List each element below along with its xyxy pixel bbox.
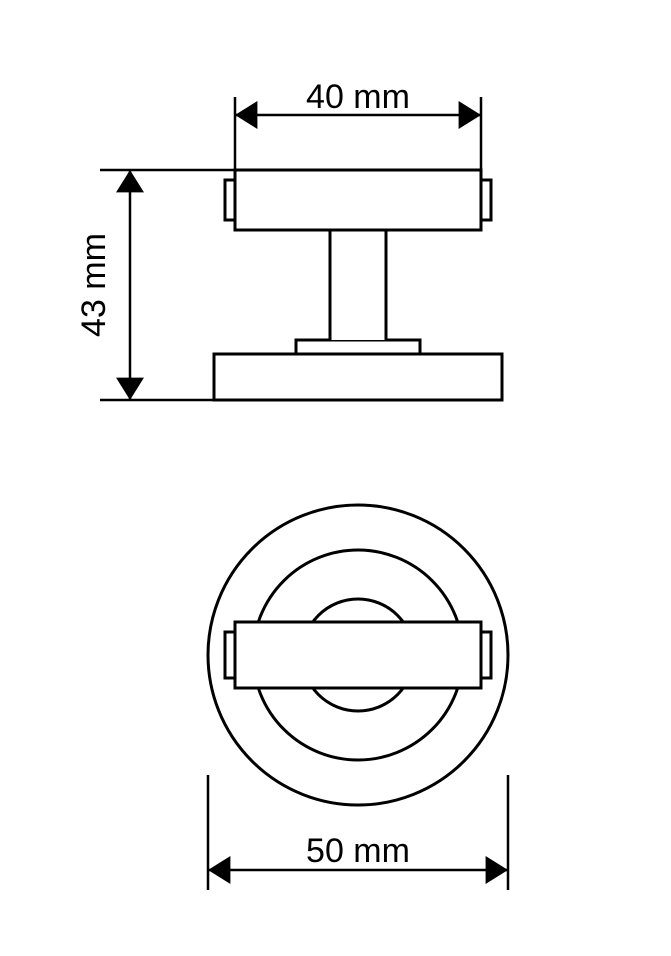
dim-height-43-label: 43 mm: [75, 233, 113, 337]
dim-diameter-50-label: 50 mm: [306, 832, 410, 870]
top-view: [208, 505, 508, 805]
bar-top: [235, 622, 481, 688]
cap-tab-left: [225, 180, 235, 220]
dim-width-40-label: 40 mm: [306, 78, 410, 116]
cap-bar: [235, 170, 481, 230]
collar: [296, 340, 420, 354]
cap-tab-right: [481, 180, 491, 220]
side-view: [214, 170, 502, 400]
base-plate: [214, 354, 502, 400]
